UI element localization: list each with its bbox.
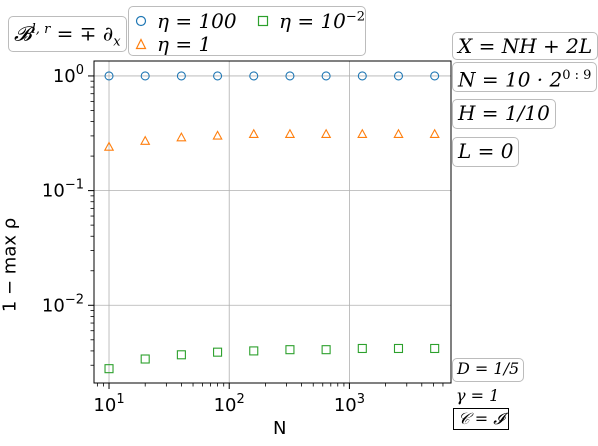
data-point-series-2 (140, 135, 151, 145)
data-point-series-3 (249, 346, 259, 356)
d-value-label: D = 1/5 (452, 358, 525, 382)
data-point-series-3 (140, 354, 150, 364)
x-tick-label: 103 (334, 392, 365, 416)
x-formula-text: X = NH + 2L (458, 34, 593, 58)
data-point-series-2 (103, 141, 115, 151)
boundary-operator: = ∓ ∂ (50, 21, 114, 46)
boundary-subscript: x (113, 34, 121, 50)
data-point-series-1 (104, 71, 114, 81)
legend-triangle-marker (135, 38, 147, 50)
l-value-label: L = 0 (452, 137, 520, 167)
x-tick-label: 101 (93, 392, 124, 416)
n-formula-exponent: 0 : 9 (562, 68, 592, 83)
data-point-series-3 (176, 350, 186, 360)
data-point-series-2 (393, 128, 404, 139)
data-point-series-2 (429, 128, 440, 139)
c-value-text: 𝒞 = 𝓘 (458, 409, 505, 428)
h-value-text: H = 1/10 (458, 101, 550, 125)
data-point-series-2 (284, 128, 296, 139)
boundary-symbol: 𝓑 (14, 21, 32, 46)
data-point-series-3 (213, 347, 223, 357)
data-point-series-1 (213, 71, 223, 81)
y-tick-label: 100 (53, 63, 84, 87)
gamma-value-label: γ = 1 (452, 386, 503, 406)
data-point-series-1 (285, 71, 295, 81)
l-value-text: L = 0 (458, 139, 514, 163)
data-point-series-2 (176, 131, 187, 142)
data-point-series-3 (357, 343, 367, 354)
data-point-series-2 (248, 128, 259, 139)
legend-label-eta-1e-2: η = 10 (279, 9, 346, 33)
data-point-series-3 (430, 343, 440, 354)
data-point-series-2 (320, 128, 332, 139)
data-point-series-3 (393, 343, 404, 354)
boundary-condition-label: 𝓑l, r = ∓ ∂x (8, 16, 127, 52)
legend-label-eta-1: η = 1 (157, 32, 212, 56)
legend-square-marker (257, 15, 269, 27)
data-point-series-1 (176, 71, 186, 81)
x-tick-label: 102 (214, 392, 245, 416)
data-point-series-1 (393, 71, 404, 81)
legend-entry-eta-100: η = 100 (135, 9, 237, 33)
legend-circle-marker (135, 15, 147, 27)
data-point-series-1 (430, 71, 440, 81)
n-formula-label: N = 10 · 20 : 9 (452, 62, 598, 92)
data-point-series-1 (321, 71, 331, 81)
c-value-label: 𝒞 = 𝓘 (453, 408, 510, 430)
boundary-superscript: l, r (31, 22, 51, 37)
data-point-series-3 (104, 364, 114, 374)
gamma-value-text: γ = 1 (456, 386, 500, 405)
data-point-series-3 (321, 345, 331, 355)
data-point-series-3 (285, 345, 295, 355)
legend-label-eta-100: η = 100 (157, 9, 237, 33)
data-point-series-2 (212, 130, 223, 140)
y-tick-label: 10−2 (42, 292, 84, 316)
n-formula-text: N = 10 · 2 (458, 67, 563, 92)
x-formula-label: X = NH + 2L (452, 32, 598, 60)
y-tick-label: 10−1 (42, 178, 84, 202)
legend-label-exponent: −2 (345, 9, 366, 25)
x-axis-label: N (273, 418, 287, 439)
legend-entry-eta-1: η = 1 (135, 32, 211, 56)
chart-legend: η = 100 η = 1 η = 10−2 (128, 6, 366, 56)
y-axis-label: 1 − max ρ (0, 217, 21, 313)
legend-entry-eta-1e-2: η = 10−2 (257, 9, 365, 33)
data-point-series-1 (357, 71, 367, 81)
data-point-series-2 (357, 128, 368, 139)
data-point-series-1 (249, 71, 259, 81)
data-point-series-1 (140, 71, 150, 81)
d-value-text: D = 1/5 (457, 359, 520, 378)
h-value-label: H = 1/10 (452, 99, 556, 129)
plot-frame (93, 60, 452, 384)
